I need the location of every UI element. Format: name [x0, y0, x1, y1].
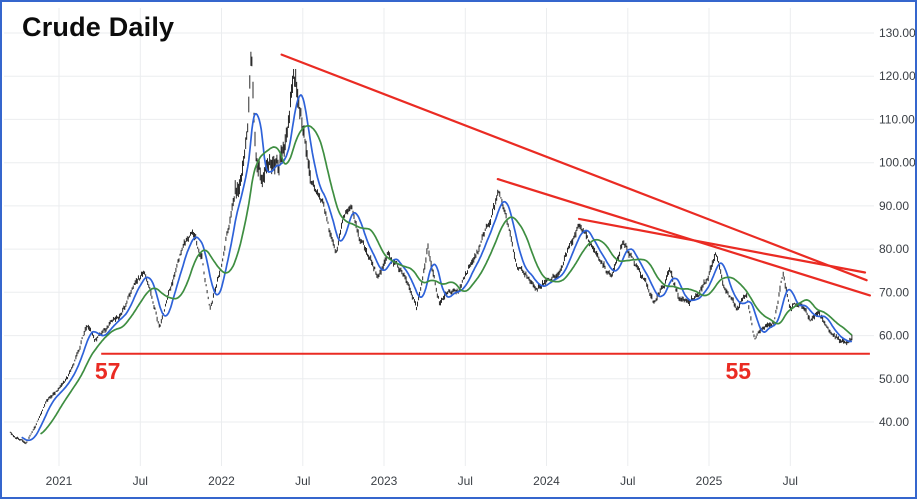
- y-axis-label: 100.00: [879, 156, 915, 170]
- x-axis-label: Jul: [133, 474, 148, 488]
- y-axis-label: 40.00: [879, 415, 909, 429]
- ma-slow-green: [40, 125, 853, 435]
- x-axis-label: 2022: [208, 474, 235, 488]
- price-bars: [9, 51, 853, 445]
- x-axis-label: 2023: [371, 474, 398, 488]
- y-axis-label: 130.00: [879, 26, 915, 40]
- support-price-label: 55: [726, 358, 752, 384]
- y-axis-label: 50.00: [879, 372, 909, 386]
- chart-title: Crude Daily: [22, 12, 175, 42]
- y-axis-label: 110.00: [879, 112, 915, 126]
- trendline-mid[interactable]: [496, 178, 872, 297]
- x-axis-label: 2021: [46, 474, 73, 488]
- trendline-minor[interactable]: [577, 217, 867, 274]
- x-axis-label: 2025: [696, 474, 723, 488]
- y-axis-label: 80.00: [879, 242, 909, 256]
- y-axis-label: 90.00: [879, 199, 909, 213]
- y-axis-label: 70.00: [879, 285, 909, 299]
- support-price-label: 57: [95, 358, 121, 384]
- x-axis-label: 2024: [533, 474, 560, 488]
- y-axis-label: 120.00: [879, 69, 915, 83]
- x-axis-label: Jul: [783, 474, 798, 488]
- y-axis-label: 60.00: [879, 329, 909, 343]
- x-axis-label: Jul: [295, 474, 310, 488]
- x-axis-label: Jul: [458, 474, 473, 488]
- trendline-major[interactable]: [280, 53, 868, 282]
- x-axis-label: Jul: [620, 474, 635, 488]
- ma-fast-blue: [21, 94, 853, 442]
